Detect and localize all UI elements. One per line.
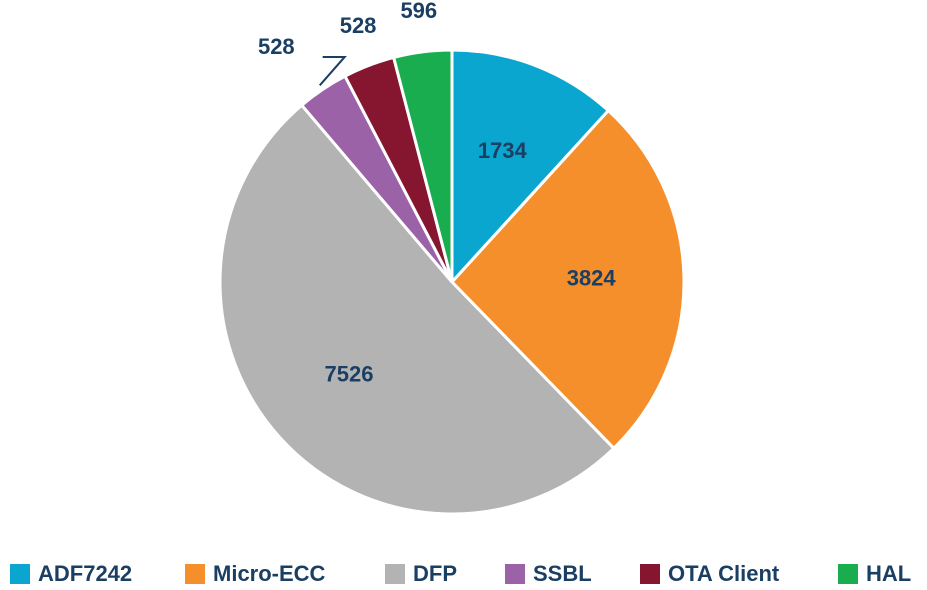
- legend-swatch: [505, 564, 525, 584]
- data-label: 3824: [567, 266, 617, 291]
- legend-swatch: [640, 564, 660, 584]
- pie-slice: [449, 108, 686, 451]
- pie-slice: [391, 48, 454, 283]
- data-label: 7526: [325, 361, 374, 386]
- data-label: 596: [400, 0, 437, 23]
- data-label: 1734: [478, 138, 528, 163]
- leader-line: [319, 55, 347, 86]
- legend-label: OTA Client: [668, 561, 780, 586]
- legend-label: DFP: [413, 561, 457, 586]
- legend-label: Micro-ECC: [213, 561, 326, 586]
- data-label: 528: [258, 34, 295, 59]
- pie-slice: [450, 48, 611, 286]
- pie-slice: [218, 103, 616, 516]
- legend-swatch: [10, 564, 30, 584]
- legend-label: HAL: [866, 561, 911, 586]
- legend-label: SSBL: [533, 561, 592, 586]
- legend-label: ADF7242: [38, 561, 132, 586]
- data-label: 528: [340, 13, 377, 38]
- legend-swatch: [385, 564, 405, 584]
- legend-swatch: [838, 564, 858, 584]
- legend-swatch: [185, 564, 205, 584]
